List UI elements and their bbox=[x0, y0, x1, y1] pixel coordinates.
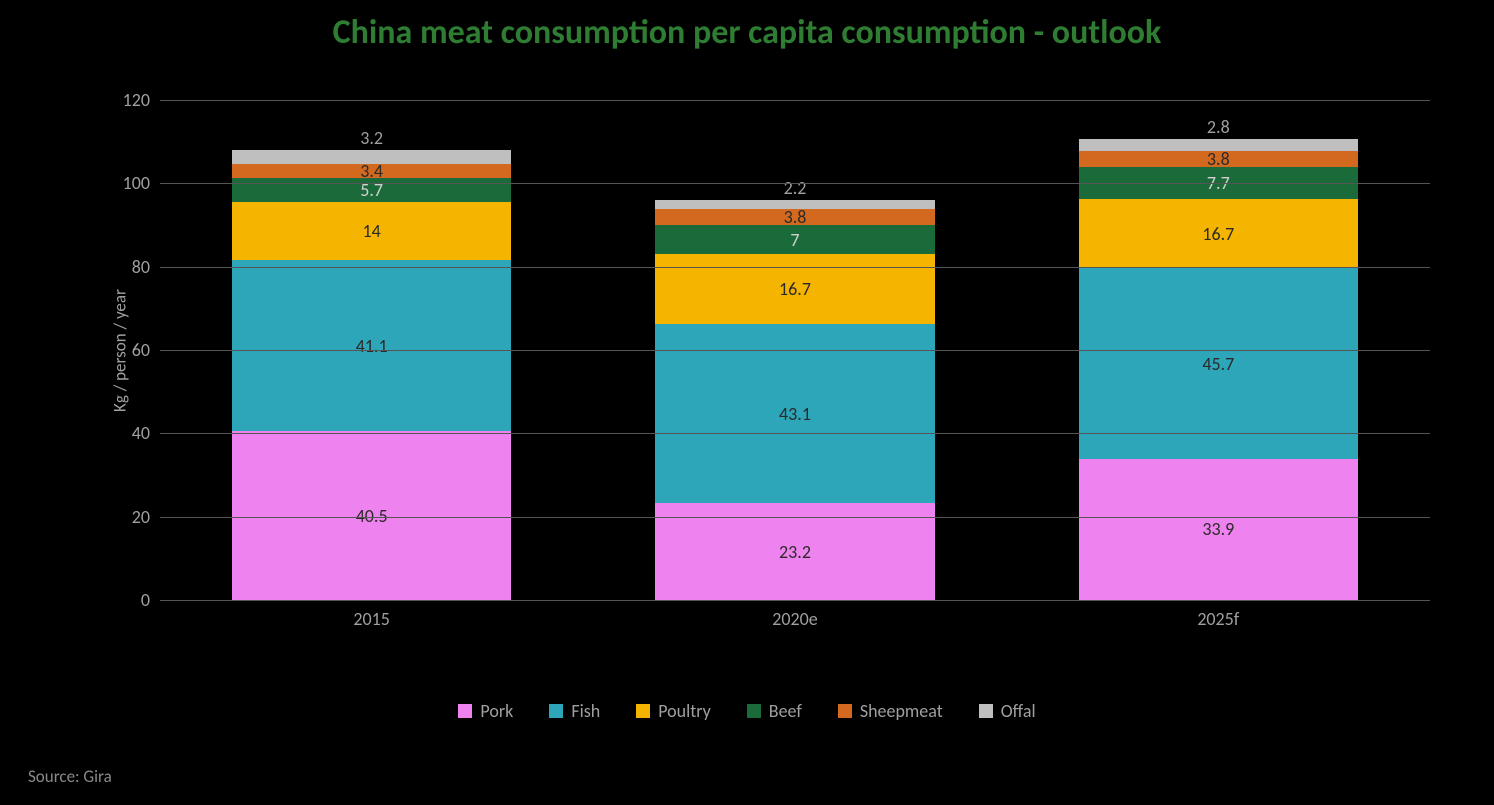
bar-value-label: 2.2 bbox=[655, 177, 934, 199]
legend-item-poultry: Poultry bbox=[636, 700, 711, 722]
legend-item-fish: Fish bbox=[549, 700, 600, 722]
bar-value-label: 14 bbox=[232, 220, 511, 242]
legend-swatch bbox=[458, 704, 472, 718]
grid-line bbox=[160, 183, 1430, 184]
legend: Pork Fish Poultry Beef Sheepmeat Offal bbox=[0, 700, 1494, 723]
bar-value-label: 2.8 bbox=[1079, 116, 1358, 138]
legend-swatch bbox=[747, 704, 761, 718]
bar-segment-poultry: 14 bbox=[232, 202, 511, 260]
source-label: Source: Gira bbox=[28, 766, 112, 787]
grid-line bbox=[160, 100, 1430, 101]
y-tick-label: 80 bbox=[102, 256, 150, 278]
y-tick-label: 120 bbox=[102, 89, 150, 111]
chart-title: China meat consumption per capita consum… bbox=[0, 0, 1494, 53]
legend-item-beef: Beef bbox=[747, 700, 802, 722]
grid-line bbox=[160, 600, 1430, 601]
y-tick-label: 0 bbox=[102, 589, 150, 611]
bar-value-label: 43.1 bbox=[655, 403, 934, 425]
legend-item-offal: Offal bbox=[979, 700, 1036, 722]
legend-swatch bbox=[549, 704, 563, 718]
legend-label: Pork bbox=[480, 700, 513, 722]
legend-swatch bbox=[636, 704, 650, 718]
x-tick-label: 2025f bbox=[1007, 608, 1430, 630]
chart-area: Kg / person / year 40.541.1145.73.43.223… bbox=[100, 100, 1430, 640]
grid-line bbox=[160, 433, 1430, 434]
bar-segment-offal: 2.8 bbox=[1079, 139, 1358, 151]
bar-group: 33.945.716.77.73.82.8 bbox=[1079, 139, 1358, 600]
grid-line bbox=[160, 267, 1430, 268]
bar-group: 23.2 43.1 16.7 7 3.82.2 bbox=[655, 200, 934, 600]
bar-segment-sheepmeat: 3.4 bbox=[232, 164, 511, 178]
y-tick-label: 20 bbox=[102, 506, 150, 528]
plot-region: 40.541.1145.73.43.223.243.116.773.82.233… bbox=[160, 100, 1430, 600]
legend-label: Offal bbox=[1001, 700, 1036, 722]
bar-segment-pork: 33.9 bbox=[1079, 459, 1358, 600]
legend-swatch bbox=[838, 704, 852, 718]
bar-value-label: 41.1 bbox=[232, 335, 511, 357]
bar-value-label: 45.7 bbox=[1079, 353, 1358, 375]
x-tick-label: 2020e bbox=[583, 608, 1006, 630]
bar-value-label: 16.7 bbox=[1079, 223, 1358, 245]
bar-value-label: 40.5 bbox=[232, 505, 511, 527]
bar-value-label: 3.2 bbox=[232, 127, 511, 149]
bar-segment-fish: 45.7 bbox=[1079, 268, 1358, 458]
y-tick-label: 60 bbox=[102, 339, 150, 361]
bar-segment-fish: 41.1 bbox=[232, 260, 511, 431]
bar-segment-beef: 7 bbox=[655, 225, 934, 254]
bar-segment-poultry: 16.7 bbox=[655, 254, 934, 324]
bar-value-label: 5.7 bbox=[232, 179, 511, 201]
legend-label: Fish bbox=[571, 700, 600, 722]
bar-segment-sheepmeat: 3.8 bbox=[1079, 151, 1358, 167]
legend-label: Sheepmeat bbox=[860, 700, 943, 722]
bar-value-label: 3.8 bbox=[655, 206, 934, 228]
legend-item-sheepmeat: Sheepmeat bbox=[838, 700, 943, 722]
bar-segment-pork: 23.2 bbox=[655, 503, 934, 600]
x-tick-label: 2015 bbox=[160, 608, 583, 630]
bar-value-label: 7 bbox=[655, 229, 934, 251]
legend-item-pork: Pork bbox=[458, 700, 513, 722]
bar-value-label: 16.7 bbox=[655, 278, 934, 300]
bar-value-label: 3.8 bbox=[1079, 148, 1358, 170]
legend-label: Poultry bbox=[658, 700, 711, 722]
y-tick-label: 100 bbox=[102, 172, 150, 194]
bar-value-label: 33.9 bbox=[1079, 518, 1358, 540]
bar-segment-sheepmeat: 3.8 bbox=[655, 209, 934, 225]
bar-group: 40.5 41.1 14 5.73.43.2 bbox=[232, 150, 511, 600]
bar-segment-offal: 3.2 bbox=[232, 150, 511, 163]
legend-swatch bbox=[979, 704, 993, 718]
bar-segment-pork: 40.5 bbox=[232, 431, 511, 600]
bar-segment-offal: 2.2 bbox=[655, 200, 934, 209]
chart-container: China meat consumption per capita consum… bbox=[0, 0, 1494, 805]
y-tick-label: 40 bbox=[102, 422, 150, 444]
grid-line bbox=[160, 350, 1430, 351]
legend-label: Beef bbox=[769, 700, 802, 722]
bar-value-label: 23.2 bbox=[655, 541, 934, 563]
grid-line bbox=[160, 517, 1430, 518]
bar-segment-poultry: 16.7 bbox=[1079, 199, 1358, 269]
